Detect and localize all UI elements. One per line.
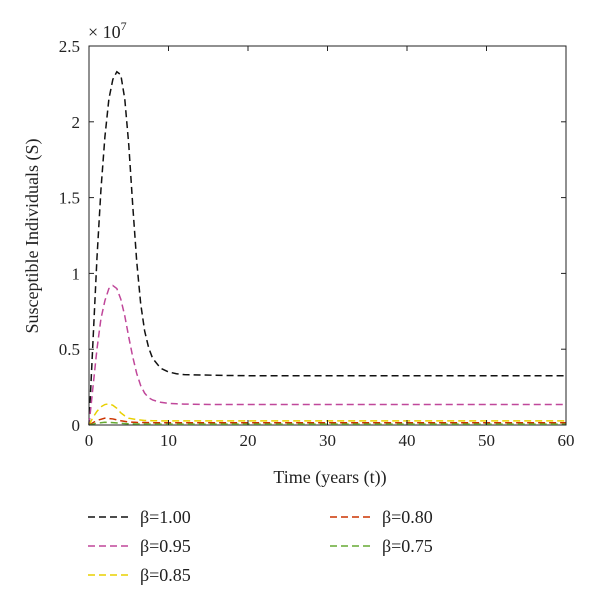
legend-label-1: β=1.00 [140, 507, 191, 527]
series-line-2 [88, 284, 566, 426]
series-line-5 [88, 421, 566, 426]
legend-label-4: β=0.80 [382, 507, 433, 527]
x-tick-label: 20 [240, 431, 257, 450]
x-tick-label: 50 [478, 431, 495, 450]
legend-label-5: β=0.75 [382, 536, 433, 556]
plot-frame [88, 45, 567, 426]
x-tick-label: 30 [319, 431, 336, 450]
y-tick-label: 2 [72, 113, 81, 132]
y-axis-exponent: 7 [121, 19, 127, 33]
x-tick-label: 40 [399, 431, 416, 450]
legend-label-2: β=0.95 [140, 536, 191, 556]
x-tick-label: 0 [85, 431, 94, 450]
y-tick-label: 2.5 [59, 37, 80, 56]
series-layer [88, 70, 566, 426]
series-line-3 [88, 403, 566, 426]
y-axis-label: Susceptible Individuals (S) [22, 139, 43, 334]
x-tick-label: 60 [558, 431, 575, 450]
x-axis-label: Time (years (t)) [273, 467, 386, 488]
y-tick-label: 0.5 [59, 340, 80, 359]
legend-label-3: β=0.85 [140, 565, 191, 585]
legend: β=1.00 β=0.95 β=0.85 β=0.80 β=0.75 [88, 507, 433, 585]
y-axis-multiplier: × 107 [88, 19, 127, 42]
y-tick-label: 1.5 [59, 189, 80, 208]
y-tick-label: 1 [72, 264, 81, 283]
tick-layer: 0 10 20 30 40 50 60 0 0.5 1 1.5 2 2.5 [59, 37, 575, 450]
y-tick-label: 0 [72, 416, 81, 435]
series-line-1 [88, 70, 566, 426]
x-tick-label: 10 [160, 431, 177, 450]
